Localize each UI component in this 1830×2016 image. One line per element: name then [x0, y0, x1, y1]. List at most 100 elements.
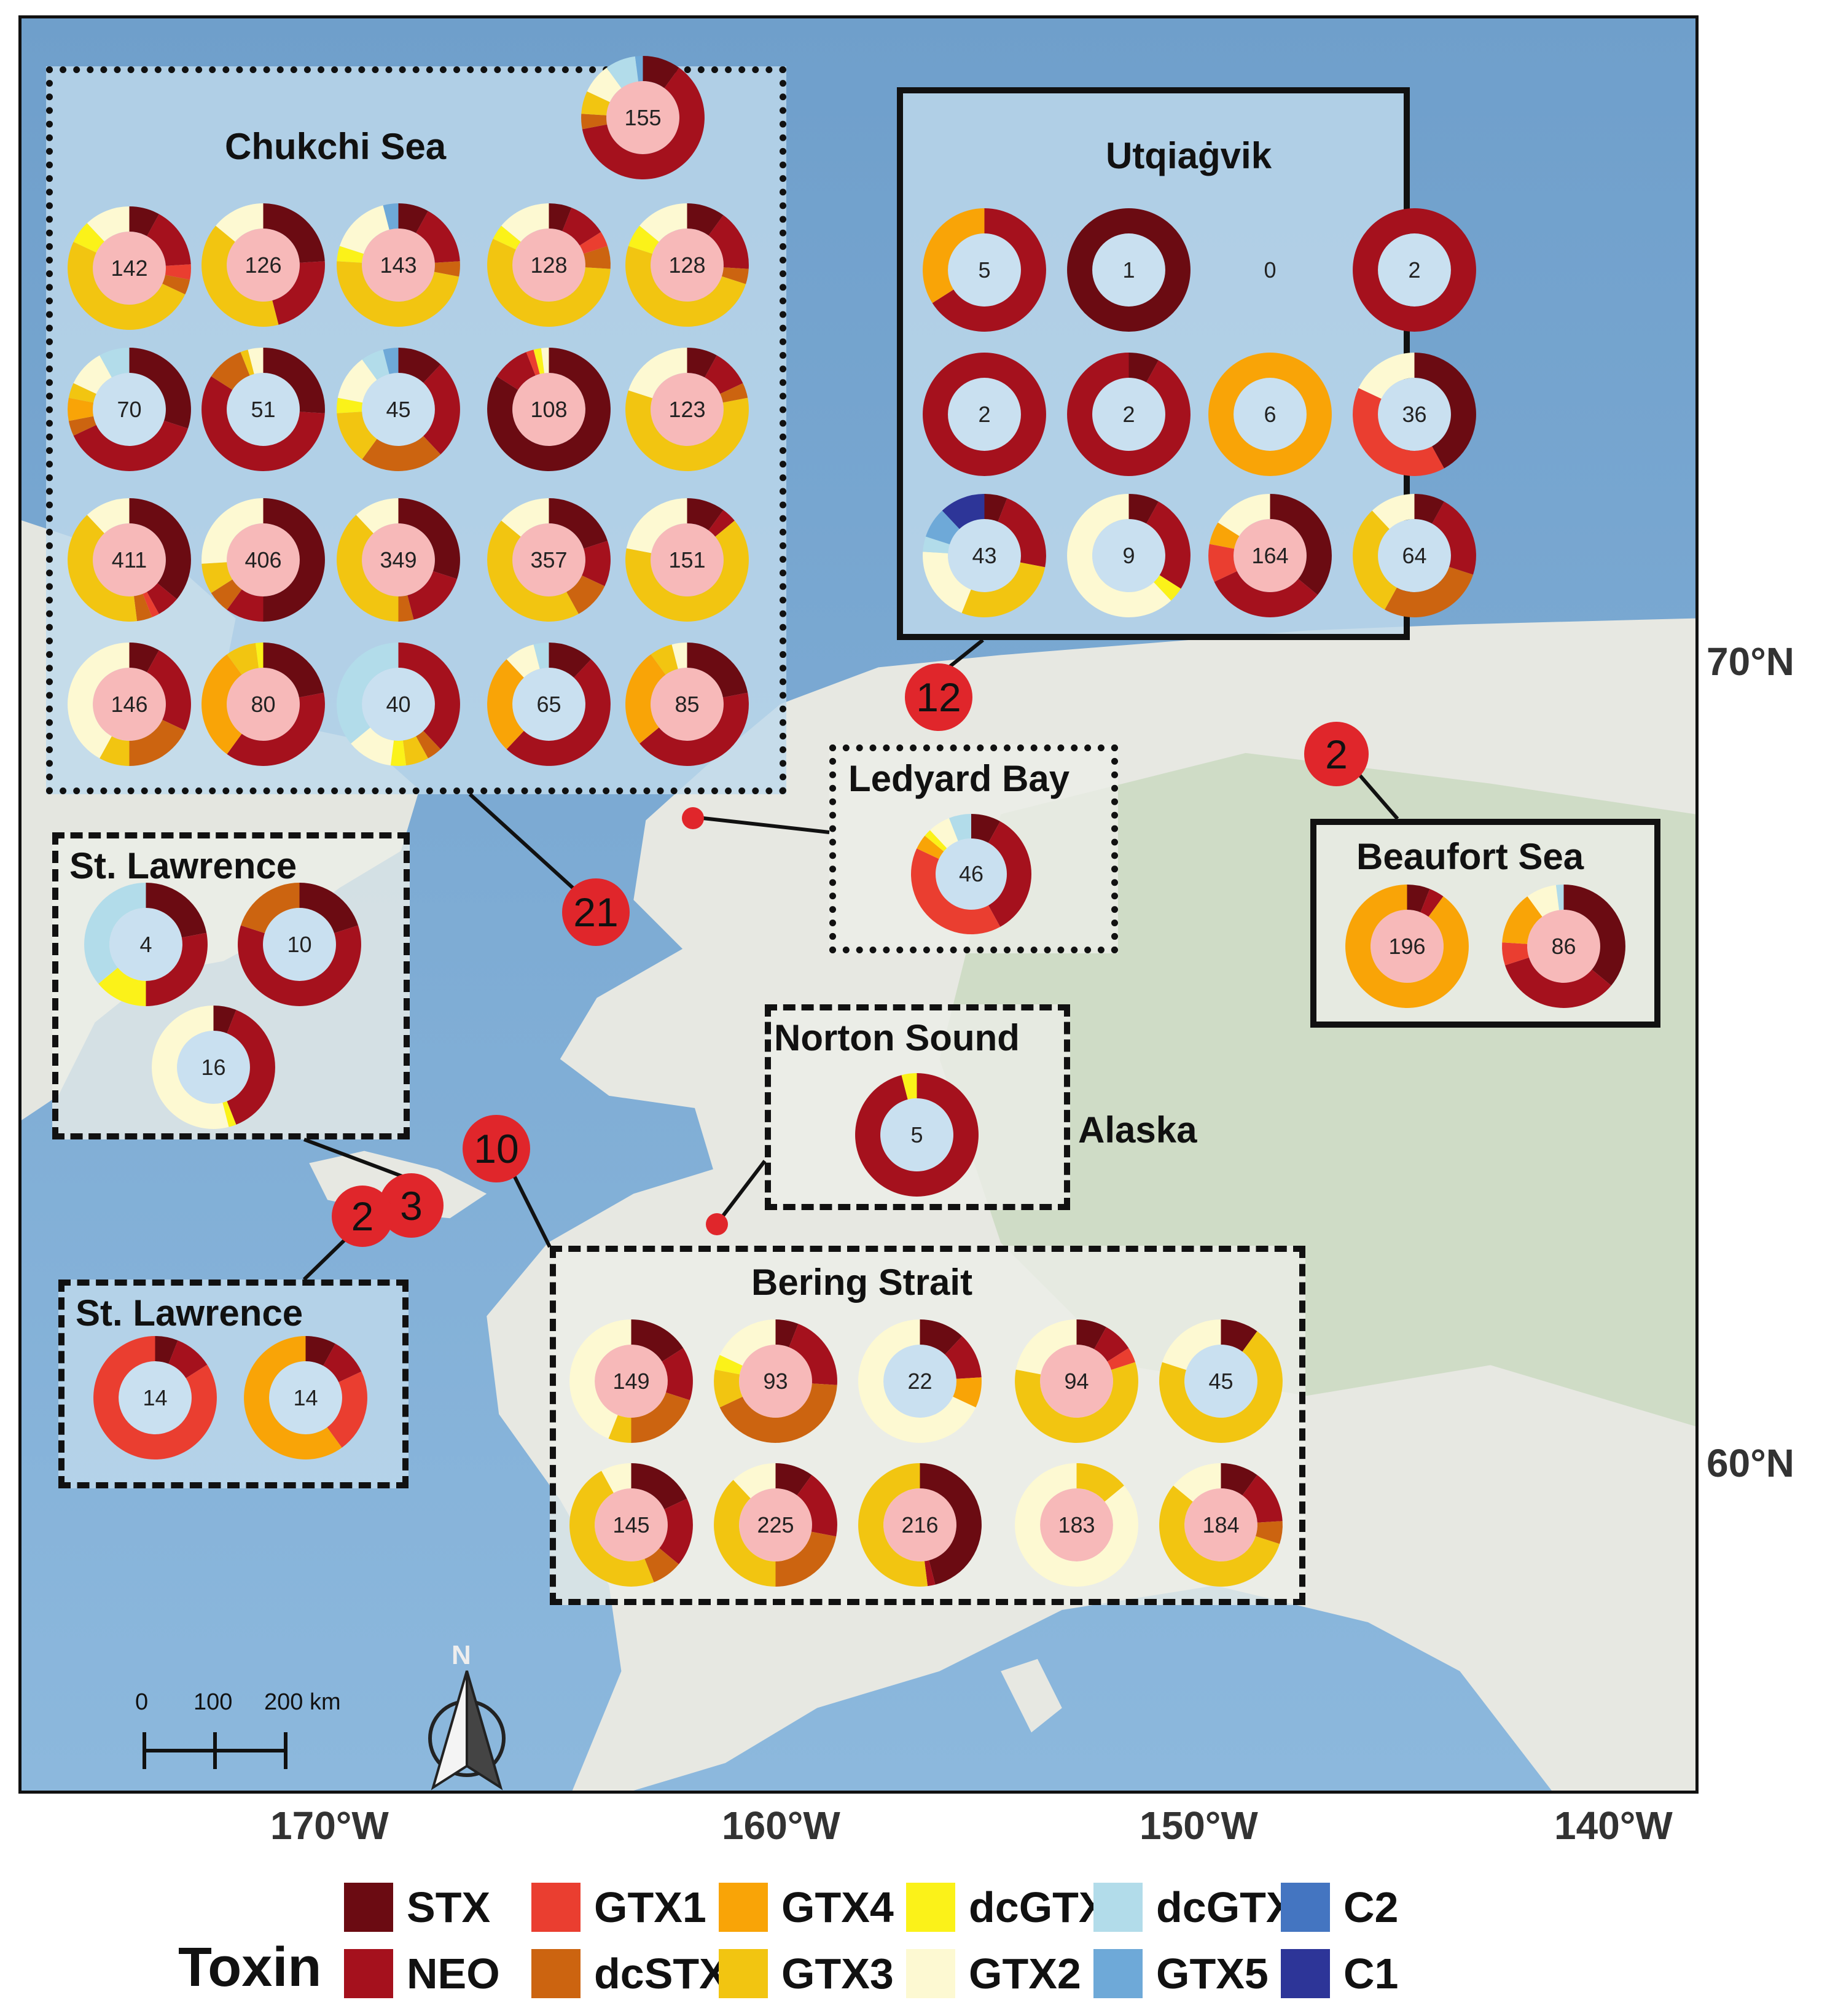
- donut-slice-dcSTX: [720, 383, 748, 403]
- toxin-donut[interactable]: 142: [66, 205, 192, 331]
- toxin-donut[interactable]: 225: [713, 1462, 839, 1588]
- donut-slice-GTX5: [925, 510, 960, 545]
- inset-beaufort-sea[interactable]: Beaufort Sea 196 86: [1310, 819, 1660, 1028]
- toxin-donut[interactable]: 70: [66, 346, 192, 472]
- donut-slice-GTX4: [953, 1377, 982, 1408]
- toxin-donut[interactable]: 85: [624, 641, 750, 767]
- toxin-donut[interactable]: 126: [200, 202, 326, 328]
- toxin-donut[interactable]: 65: [486, 641, 612, 767]
- toxin-donut[interactable]: 5: [854, 1072, 980, 1198]
- toxin-donut[interactable]: 5: [921, 207, 1047, 333]
- donut-center: [948, 378, 1021, 451]
- donut-count-label: 1: [1122, 257, 1135, 283]
- toxin-donut[interactable]: 149: [568, 1318, 694, 1444]
- legend-label: GTX2: [969, 1950, 1081, 1998]
- toxin-donut[interactable]: 1: [1066, 207, 1192, 333]
- toxin-donut[interactable]: 145: [568, 1462, 694, 1588]
- toxin-donut[interactable]: 36: [1351, 351, 1477, 477]
- toxin-donut[interactable]: 349: [335, 497, 461, 623]
- site-dot[interactable]: [682, 807, 704, 829]
- toxin-donut[interactable]: 2: [1066, 351, 1192, 477]
- toxin-donut[interactable]: 406: [200, 497, 326, 623]
- toxin-donut[interactable]: 155: [580, 55, 706, 181]
- donut-slice-NEO: [168, 1340, 208, 1378]
- donut-slice-STX: [631, 1319, 684, 1362]
- toxin-donut[interactable]: 184: [1158, 1462, 1284, 1588]
- donut-slice-NEO: [1146, 501, 1191, 589]
- toxin-donut[interactable]: 14: [243, 1335, 369, 1461]
- inset-norton-sound[interactable]: Norton Sound 5: [765, 1004, 1070, 1210]
- inset-ledyard-bay[interactable]: Ledyard Bay 46: [829, 744, 1118, 953]
- toxin-donut[interactable]: 93: [713, 1318, 839, 1444]
- toxin-donut[interactable]: 43: [921, 493, 1047, 619]
- toxin-donut[interactable]: 16: [151, 1004, 276, 1130]
- toxin-donut[interactable]: 411: [66, 497, 192, 623]
- toxin-donut[interactable]: 46: [910, 813, 1033, 936]
- toxin-donut[interactable]: 128: [624, 202, 750, 328]
- toxin-donut[interactable]: 6: [1207, 351, 1333, 477]
- toxin-donut[interactable]: 10: [237, 881, 362, 1007]
- donut-slice-NEO: [582, 68, 705, 179]
- donut-slice-dcSTX: [434, 261, 460, 277]
- inset-st-lawrence-north[interactable]: St. Lawrence 4 10 16: [52, 832, 410, 1139]
- donut-count-label: 80: [251, 691, 276, 717]
- donut-slice-GTX3: [201, 225, 279, 327]
- toxin-donut[interactable]: 45: [1158, 1318, 1284, 1444]
- toxin-donut[interactable]: 357: [486, 497, 612, 623]
- donut-slice-GTX2: [337, 359, 377, 403]
- toxin-donut[interactable]: 0: [1207, 207, 1333, 333]
- toxin-donut[interactable]: 151: [624, 497, 750, 623]
- inset-chukchi-sea[interactable]: Chukchi Sea 155 142 126 143 128 128 70 51 45 108 1…: [46, 56, 786, 794]
- toxin-donut[interactable]: 22: [857, 1318, 983, 1444]
- donut-slice-dcSTX: [211, 579, 242, 610]
- toxin-donut[interactable]: 14: [92, 1335, 218, 1461]
- count-badge[interactable]: 10: [463, 1115, 530, 1182]
- toxin-donut[interactable]: 45: [335, 346, 461, 472]
- donut-slice-GTX2: [501, 203, 549, 242]
- map-frame[interactable]: Chukchi Sea 155 142 126 143 128 128 70 51 45 108 1…: [18, 15, 1699, 1794]
- legend-label: GTX4: [781, 1883, 894, 1931]
- toxin-donut[interactable]: 94: [1014, 1318, 1140, 1444]
- toxin-donut[interactable]: 80: [200, 641, 326, 767]
- donut-slice-dcSTX: [1385, 566, 1474, 617]
- toxin-donut[interactable]: 40: [335, 641, 461, 767]
- legend-title: Toxin: [178, 1937, 322, 1998]
- toxin-donut[interactable]: 4: [83, 881, 209, 1007]
- donut-slice-GTX3: [402, 736, 428, 766]
- donut-slice-STX: [687, 498, 724, 531]
- toxin-donut[interactable]: 143: [335, 202, 461, 328]
- count-badge[interactable]: 12: [905, 663, 972, 731]
- donut-center: [883, 1488, 956, 1561]
- toxin-donut[interactable]: 196: [1344, 883, 1470, 1009]
- count-badge[interactable]: 2: [1304, 722, 1369, 786]
- toxin-donut[interactable]: 51: [200, 346, 326, 472]
- toxin-donut[interactable]: 2: [921, 351, 1047, 477]
- donut-slice-GTX3: [961, 562, 1046, 617]
- inset-bering-strait[interactable]: Bering Strait 149 93 22 94 45 145 225 216 183 184: [550, 1246, 1305, 1605]
- donut-slice-NEO: [705, 355, 743, 394]
- inset-st-lawrence-south[interactable]: St. Lawrence 14 14: [58, 1280, 409, 1488]
- donut-slice-GTX3: [68, 515, 138, 622]
- donut-slice-GTX2: [541, 348, 549, 373]
- toxin-donut[interactable]: 123: [624, 346, 750, 472]
- donut-slice-dcGTX3: [337, 397, 363, 413]
- donut-center: [93, 523, 166, 596]
- toxin-donut[interactable]: 108: [486, 346, 612, 472]
- toxin-donut[interactable]: 164: [1207, 493, 1333, 619]
- count-badge[interactable]: 2: [332, 1186, 393, 1247]
- inset-title: St. Lawrence: [76, 1292, 303, 1334]
- site-dot[interactable]: [706, 1213, 728, 1235]
- toxin-donut[interactable]: 216: [857, 1462, 983, 1588]
- count-badge[interactable]: 21: [562, 878, 630, 946]
- donut-center: [227, 523, 300, 596]
- inset-utqiagvik[interactable]: Utqiaġvik 5 1 0 2 2 2 6 36 43 9 164 64: [897, 87, 1476, 640]
- toxin-donut[interactable]: 64: [1351, 493, 1477, 619]
- toxin-donut[interactable]: 146: [66, 641, 192, 767]
- toxin-donut[interactable]: 2: [1351, 207, 1477, 333]
- toxin-donut[interactable]: 86: [1501, 883, 1627, 1009]
- toxin-donut[interactable]: 183: [1014, 1462, 1140, 1588]
- donut-slice-STX: [129, 206, 159, 236]
- donut-slice-dcGTX2: [362, 350, 389, 380]
- toxin-donut[interactable]: 9: [1066, 493, 1192, 619]
- toxin-donut[interactable]: 128: [486, 202, 612, 328]
